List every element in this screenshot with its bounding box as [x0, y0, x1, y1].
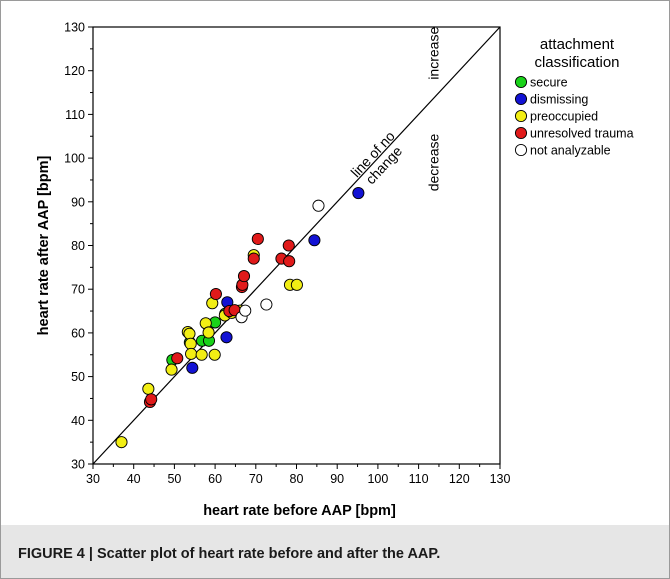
y-axis-label: heart rate after AAP [bpm] [36, 155, 52, 335]
figure-caption: FIGURE 4 | Scatter plot of heart rate be… [18, 546, 441, 562]
y-tick-label: 110 [65, 108, 85, 122]
x-tick-label: 30 [86, 472, 100, 486]
x-tick-label: 40 [127, 472, 141, 486]
legend-label: not analyzable [530, 144, 611, 158]
x-tick-label: 50 [167, 472, 181, 486]
x-tick-label: 110 [409, 472, 429, 486]
data-point-preoccupied [115, 436, 128, 449]
x-tick-label: 60 [208, 472, 222, 486]
legend-marker [514, 92, 528, 106]
data-point-dismissing [352, 187, 365, 200]
y-tick-label: 60 [71, 326, 85, 340]
plot-axes: 30 40 50 60 70 80 90 100 110 120 130 30 40 50 60 70 80 90… [36, 21, 510, 520]
data-point-unresolved-trauma [282, 239, 295, 252]
y-tick-label: 120 [64, 64, 85, 78]
x-tick-label: 100 [367, 472, 388, 486]
x-tick-label: 80 [290, 472, 304, 486]
line-of-no-change [92, 26, 501, 465]
data-point-dismissing [186, 361, 199, 374]
legend-label: unresolved trauma [530, 127, 634, 141]
y-tick-label: 40 [71, 414, 85, 428]
data-point-unresolved-trauma [209, 287, 222, 301]
legend-label: dismissing [530, 93, 588, 107]
legend-marker [514, 143, 528, 157]
data-point-unresolved-trauma [237, 270, 251, 283]
data-point-unresolved-trauma [251, 232, 264, 245]
x-axis-label: heart rate before AAP [bpm] [203, 503, 396, 519]
x-tick-label: 130 [490, 472, 511, 486]
data-point-preoccupied [165, 363, 178, 376]
legend-marker [514, 109, 528, 123]
data-point-unresolved-trauma [247, 252, 260, 265]
x-tick-label: 90 [330, 472, 344, 486]
data-point-preoccupied [202, 326, 215, 339]
legend-title-line1: attachment [540, 36, 615, 53]
y-tick-label: 90 [71, 195, 85, 209]
data-point-not-analyzable [312, 199, 325, 212]
caption-bar [1, 525, 669, 578]
scatter-chart: 30 40 50 60 70 80 90 100 110 120 130 30 40 50 60 70 80 90… [36, 21, 634, 520]
data-point-preoccupied [185, 347, 198, 360]
y-tick-label: 100 [64, 152, 85, 166]
data-point-dismissing [220, 331, 233, 344]
data-point-unresolved-trauma [171, 352, 184, 365]
data-point-preoccupied [142, 382, 155, 395]
legend-title-line2: classification [534, 54, 619, 71]
y-tick-label: 130 [64, 21, 85, 35]
data-point-preoccupied [183, 327, 196, 340]
x-tick-label: 70 [249, 472, 263, 486]
data-point-unresolved-trauma [145, 393, 158, 406]
data-point-preoccupied [290, 278, 303, 291]
y-tick-label: 30 [71, 458, 85, 472]
data-point-preoccupied [184, 337, 197, 350]
data-point-dismissing [308, 234, 321, 247]
x-tick-label: 120 [449, 472, 470, 486]
data-points [115, 187, 365, 449]
increase-label: increase [426, 27, 442, 80]
legend-label: preoccupied [530, 110, 598, 124]
data-point-unresolved-trauma [283, 255, 296, 268]
legend-marker [514, 75, 528, 89]
y-tick-label: 70 [71, 283, 85, 297]
decrease-label: decrease [426, 133, 442, 191]
data-point-not-analyzable [260, 298, 273, 311]
legend-label: secure [530, 76, 568, 90]
legend-marker [514, 126, 528, 140]
data-point-not-analyzable [239, 304, 252, 317]
data-point-preoccupied [208, 348, 221, 361]
y-tick-label: 80 [71, 239, 85, 253]
y-tick-label: 50 [71, 370, 85, 384]
data-point-preoccupied [195, 348, 208, 361]
